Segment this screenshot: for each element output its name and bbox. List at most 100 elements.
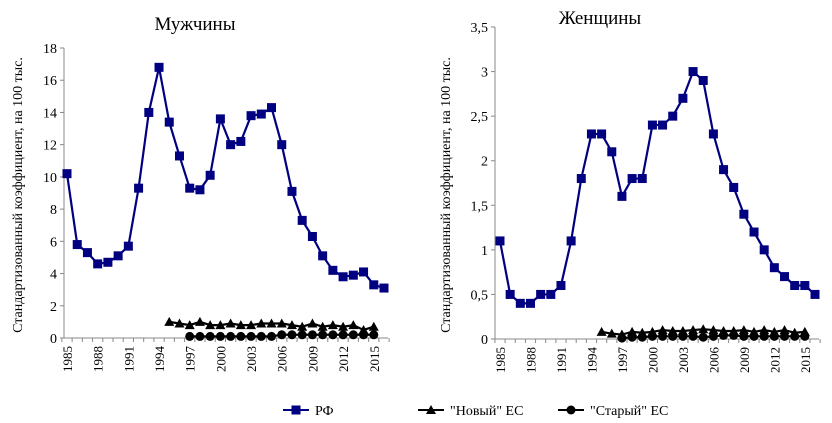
data-point — [93, 259, 103, 269]
y-tick-label: 0 — [50, 332, 57, 347]
data-point — [194, 316, 205, 326]
data-point — [678, 93, 688, 103]
y-tick-label: 2,5 — [471, 110, 489, 125]
y-tick-label: 16 — [43, 74, 57, 89]
data-point — [246, 331, 256, 341]
data-point — [328, 265, 338, 275]
data-point — [698, 75, 708, 85]
y-tick-label: 14 — [43, 106, 57, 121]
data-point — [749, 326, 760, 336]
data-point — [174, 318, 185, 328]
data-point — [297, 330, 307, 340]
data-point — [616, 329, 627, 339]
data-point — [525, 298, 535, 308]
data-point — [667, 325, 678, 335]
y-tick-label: 2 — [481, 155, 488, 170]
data-point — [267, 103, 277, 113]
y-tick-label: 2 — [50, 300, 57, 315]
y-tick-label: 12 — [43, 139, 57, 154]
data-point — [759, 245, 769, 255]
data-point — [205, 320, 216, 330]
data-point — [297, 321, 308, 331]
x-tick-label: 2015 — [367, 346, 382, 372]
x-tick-label: 1985 — [60, 346, 75, 372]
data-point — [72, 240, 82, 250]
data-point — [546, 289, 556, 299]
y-tick-label: 0 — [481, 333, 488, 348]
legend-marker — [566, 405, 576, 415]
data-point — [287, 330, 297, 340]
data-point — [215, 114, 225, 124]
data-point — [256, 109, 266, 119]
data-point — [708, 129, 718, 139]
y-tick-label: 6 — [50, 235, 57, 250]
data-point — [810, 289, 820, 299]
data-point — [668, 111, 678, 121]
x-tick-label: 2003 — [244, 346, 259, 372]
x-tick-label: 1991 — [554, 347, 569, 373]
chart-men: Мужчины 0 2 4 6 8 10 12 14 16 18 1985 1988 1991 1994 19… — [11, 14, 390, 373]
data-point — [586, 129, 596, 139]
legend: РФ "Новый" ЕС "Старый" ЕС — [283, 404, 668, 419]
data-point — [256, 318, 267, 328]
x-tick-label: 1994 — [152, 346, 167, 373]
data-point — [154, 62, 164, 72]
data-point — [698, 332, 708, 342]
data-point — [637, 174, 647, 184]
data-point — [495, 236, 505, 246]
data-point — [256, 331, 266, 341]
data-point — [718, 325, 729, 335]
x-tick-label: 1985 — [493, 347, 508, 373]
data-point — [790, 281, 800, 291]
data-point — [287, 186, 297, 196]
data-point — [536, 289, 546, 299]
data-point — [328, 330, 338, 340]
data-point — [184, 320, 195, 330]
data-point — [286, 320, 297, 330]
data-point — [769, 263, 779, 273]
data-point — [576, 174, 586, 184]
y-tick-label: 8 — [50, 203, 57, 218]
data-point — [164, 316, 175, 326]
legend-label: "Старый" ЕС — [590, 404, 668, 419]
y-tick-label: 0,5 — [471, 288, 489, 303]
x-tick-label: 2015 — [798, 347, 813, 373]
y-tick-label: 18 — [43, 42, 57, 57]
data-point — [688, 67, 698, 77]
data-point — [82, 248, 92, 258]
data-point — [369, 330, 379, 340]
data-point — [739, 209, 749, 219]
x-tick-label: 1994 — [584, 347, 599, 374]
legend-label: РФ — [315, 404, 334, 419]
data-point — [606, 328, 617, 338]
data-point — [338, 321, 349, 331]
data-point — [338, 330, 348, 340]
data-point — [246, 320, 257, 330]
x-tick-label: 2012 — [336, 346, 351, 372]
data-point — [62, 169, 72, 179]
data-point — [738, 325, 749, 335]
data-point — [779, 325, 790, 335]
data-point — [749, 227, 759, 237]
data-point — [134, 183, 144, 193]
x-tick-label: 2000 — [645, 347, 660, 373]
data-point — [698, 324, 709, 334]
data-point — [215, 320, 226, 330]
data-point — [566, 236, 576, 246]
series-line — [498, 69, 816, 305]
data-point — [688, 325, 699, 335]
data-point — [658, 120, 668, 130]
data-point — [236, 331, 246, 341]
data-point — [276, 318, 287, 328]
data-point — [307, 232, 317, 241]
data-point — [123, 241, 133, 251]
data-point — [277, 330, 287, 340]
data-point — [505, 289, 515, 299]
data-point — [596, 326, 607, 336]
data-point — [205, 170, 215, 180]
y-tick-label: 10 — [43, 171, 57, 186]
data-point — [195, 331, 205, 341]
data-point — [729, 182, 739, 192]
data-point — [708, 325, 719, 335]
